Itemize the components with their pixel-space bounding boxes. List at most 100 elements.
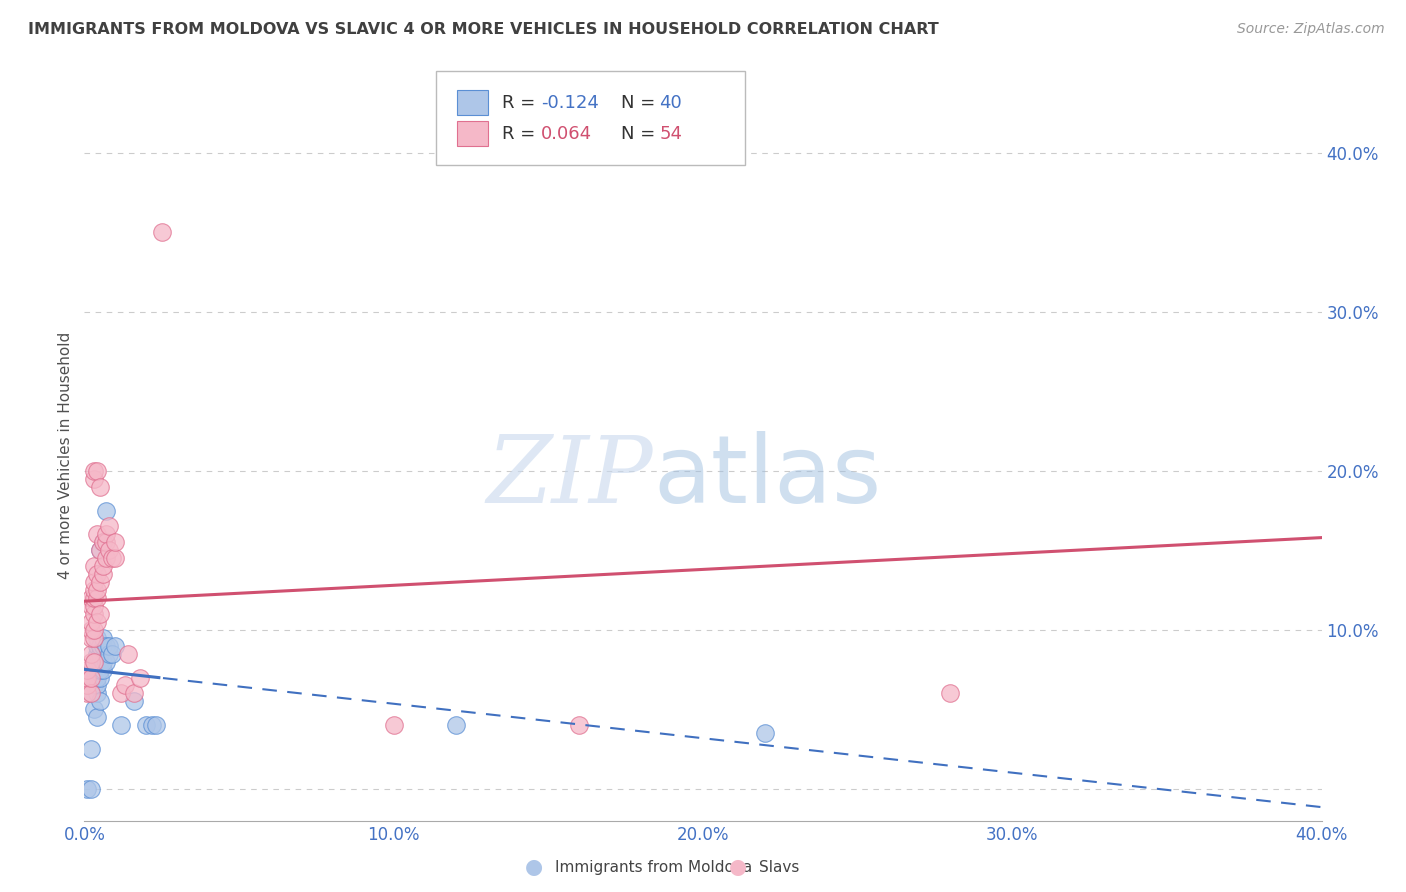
Point xyxy=(91,559,114,574)
Point xyxy=(101,647,124,661)
Point xyxy=(101,551,124,566)
Point xyxy=(83,464,105,478)
Point xyxy=(79,599,101,613)
Point xyxy=(83,583,105,598)
Point xyxy=(150,225,173,239)
Point xyxy=(86,615,108,629)
Text: R =: R = xyxy=(502,94,541,112)
Point xyxy=(91,535,114,549)
Point xyxy=(89,663,111,677)
Point xyxy=(79,655,101,669)
Point xyxy=(94,655,117,669)
Point xyxy=(83,607,105,621)
Point xyxy=(86,639,108,653)
Text: ZIP: ZIP xyxy=(486,432,654,522)
Point xyxy=(122,694,145,708)
Text: -0.124: -0.124 xyxy=(541,94,599,112)
Point xyxy=(89,480,111,494)
Point xyxy=(83,472,105,486)
Point xyxy=(83,655,105,669)
Point xyxy=(110,686,132,700)
Point xyxy=(104,535,127,549)
Point xyxy=(86,583,108,598)
Point xyxy=(114,678,136,692)
Text: N =: N = xyxy=(621,94,661,112)
Point xyxy=(83,702,105,716)
Point xyxy=(110,718,132,732)
Point xyxy=(91,663,114,677)
Point xyxy=(79,742,101,756)
Point xyxy=(86,655,108,669)
Point xyxy=(79,686,101,700)
Point xyxy=(117,647,139,661)
Point xyxy=(83,591,105,605)
Point xyxy=(86,710,108,724)
Point xyxy=(98,543,121,558)
Point xyxy=(83,559,105,574)
Point xyxy=(91,655,114,669)
Point xyxy=(79,591,101,605)
Point xyxy=(83,623,105,637)
Text: atlas: atlas xyxy=(654,431,882,523)
Point xyxy=(89,694,111,708)
Point xyxy=(86,686,108,700)
Point xyxy=(83,631,105,645)
Text: 54: 54 xyxy=(659,125,682,143)
Point xyxy=(104,639,127,653)
Text: Immigrants from Moldova: Immigrants from Moldova xyxy=(555,860,752,874)
Point xyxy=(79,781,101,796)
Point xyxy=(86,567,108,582)
Point xyxy=(86,464,108,478)
Point xyxy=(83,655,105,669)
Point xyxy=(79,686,101,700)
Point xyxy=(76,781,98,796)
Point xyxy=(89,607,111,621)
Point xyxy=(79,647,101,661)
Point xyxy=(98,639,121,653)
Point xyxy=(79,671,101,685)
Point xyxy=(89,543,111,558)
Point xyxy=(141,718,163,732)
Text: N =: N = xyxy=(621,125,661,143)
Text: IMMIGRANTS FROM MOLDOVA VS SLAVIC 4 OR MORE VEHICLES IN HOUSEHOLD CORRELATION CH: IMMIGRANTS FROM MOLDOVA VS SLAVIC 4 OR M… xyxy=(28,22,939,37)
Y-axis label: 4 or more Vehicles in Household: 4 or more Vehicles in Household xyxy=(58,331,73,579)
Point xyxy=(122,686,145,700)
Point xyxy=(86,678,108,692)
Point xyxy=(86,631,108,645)
Point xyxy=(98,647,121,661)
Point xyxy=(79,615,101,629)
Point xyxy=(98,519,121,533)
Point xyxy=(83,575,105,590)
Point xyxy=(83,671,105,685)
Point xyxy=(939,686,962,700)
Point xyxy=(86,527,108,541)
Point xyxy=(91,639,114,653)
Point xyxy=(89,671,111,685)
Point xyxy=(89,639,111,653)
Point xyxy=(83,678,105,692)
Point xyxy=(83,599,105,613)
Text: Slavs: Slavs xyxy=(759,860,800,874)
Point xyxy=(94,551,117,566)
Point xyxy=(79,631,101,645)
Text: 40: 40 xyxy=(659,94,682,112)
Text: ●: ● xyxy=(526,857,543,877)
Point xyxy=(89,575,111,590)
Point xyxy=(86,591,108,605)
Point xyxy=(382,718,405,732)
Point xyxy=(86,647,108,661)
Text: R =: R = xyxy=(502,125,541,143)
Point xyxy=(83,663,105,677)
Point xyxy=(86,671,108,685)
Point xyxy=(129,671,152,685)
Point xyxy=(94,535,117,549)
Point xyxy=(145,718,167,732)
Point xyxy=(568,718,591,732)
Point xyxy=(94,527,117,541)
Text: 0.064: 0.064 xyxy=(541,125,592,143)
Point xyxy=(79,623,101,637)
Point xyxy=(91,631,114,645)
Point xyxy=(444,718,467,732)
Point xyxy=(76,686,98,700)
Point xyxy=(89,655,111,669)
